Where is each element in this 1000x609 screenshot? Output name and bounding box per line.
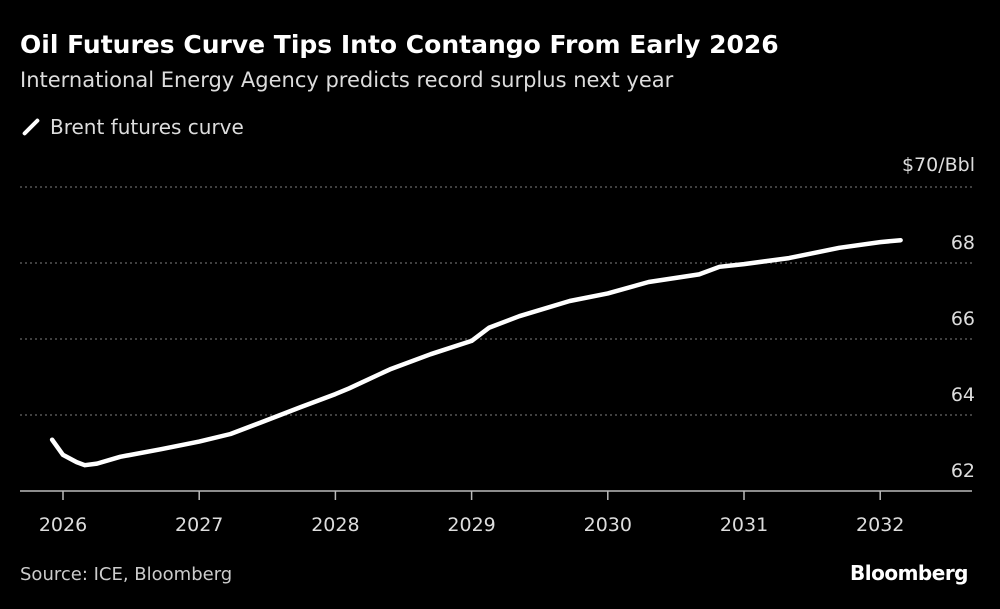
legend-label: Brent futures curve xyxy=(50,115,244,139)
y-tick-label: 68 xyxy=(951,232,975,254)
chart-subtitle: International Energy Agency predicts rec… xyxy=(20,68,674,92)
legend: Brent futures curve xyxy=(20,115,244,139)
chart-title: Oil Futures Curve Tips Into Contango Fro… xyxy=(20,30,779,59)
bloomberg-logo: Bloomberg xyxy=(850,561,968,585)
y-tick-label: 66 xyxy=(951,308,975,330)
y-tick-label: 62 xyxy=(951,460,975,482)
x-tick-label: 2032 xyxy=(856,514,904,536)
y-tick-label: 64 xyxy=(951,384,975,406)
x-tick-label: 2031 xyxy=(720,514,768,536)
source-note: Source: ICE, Bloomberg xyxy=(20,564,233,585)
x-tick-label: 2028 xyxy=(311,514,359,536)
x-tick-label: 2029 xyxy=(447,514,495,536)
series-line-brent-futures-curve xyxy=(49,237,903,468)
x-tick-label: 2030 xyxy=(584,514,632,536)
x-tick-label: 2026 xyxy=(39,514,87,536)
y-tick-label: $70/Bbl xyxy=(902,154,975,176)
x-tick-label: 2027 xyxy=(175,514,223,536)
